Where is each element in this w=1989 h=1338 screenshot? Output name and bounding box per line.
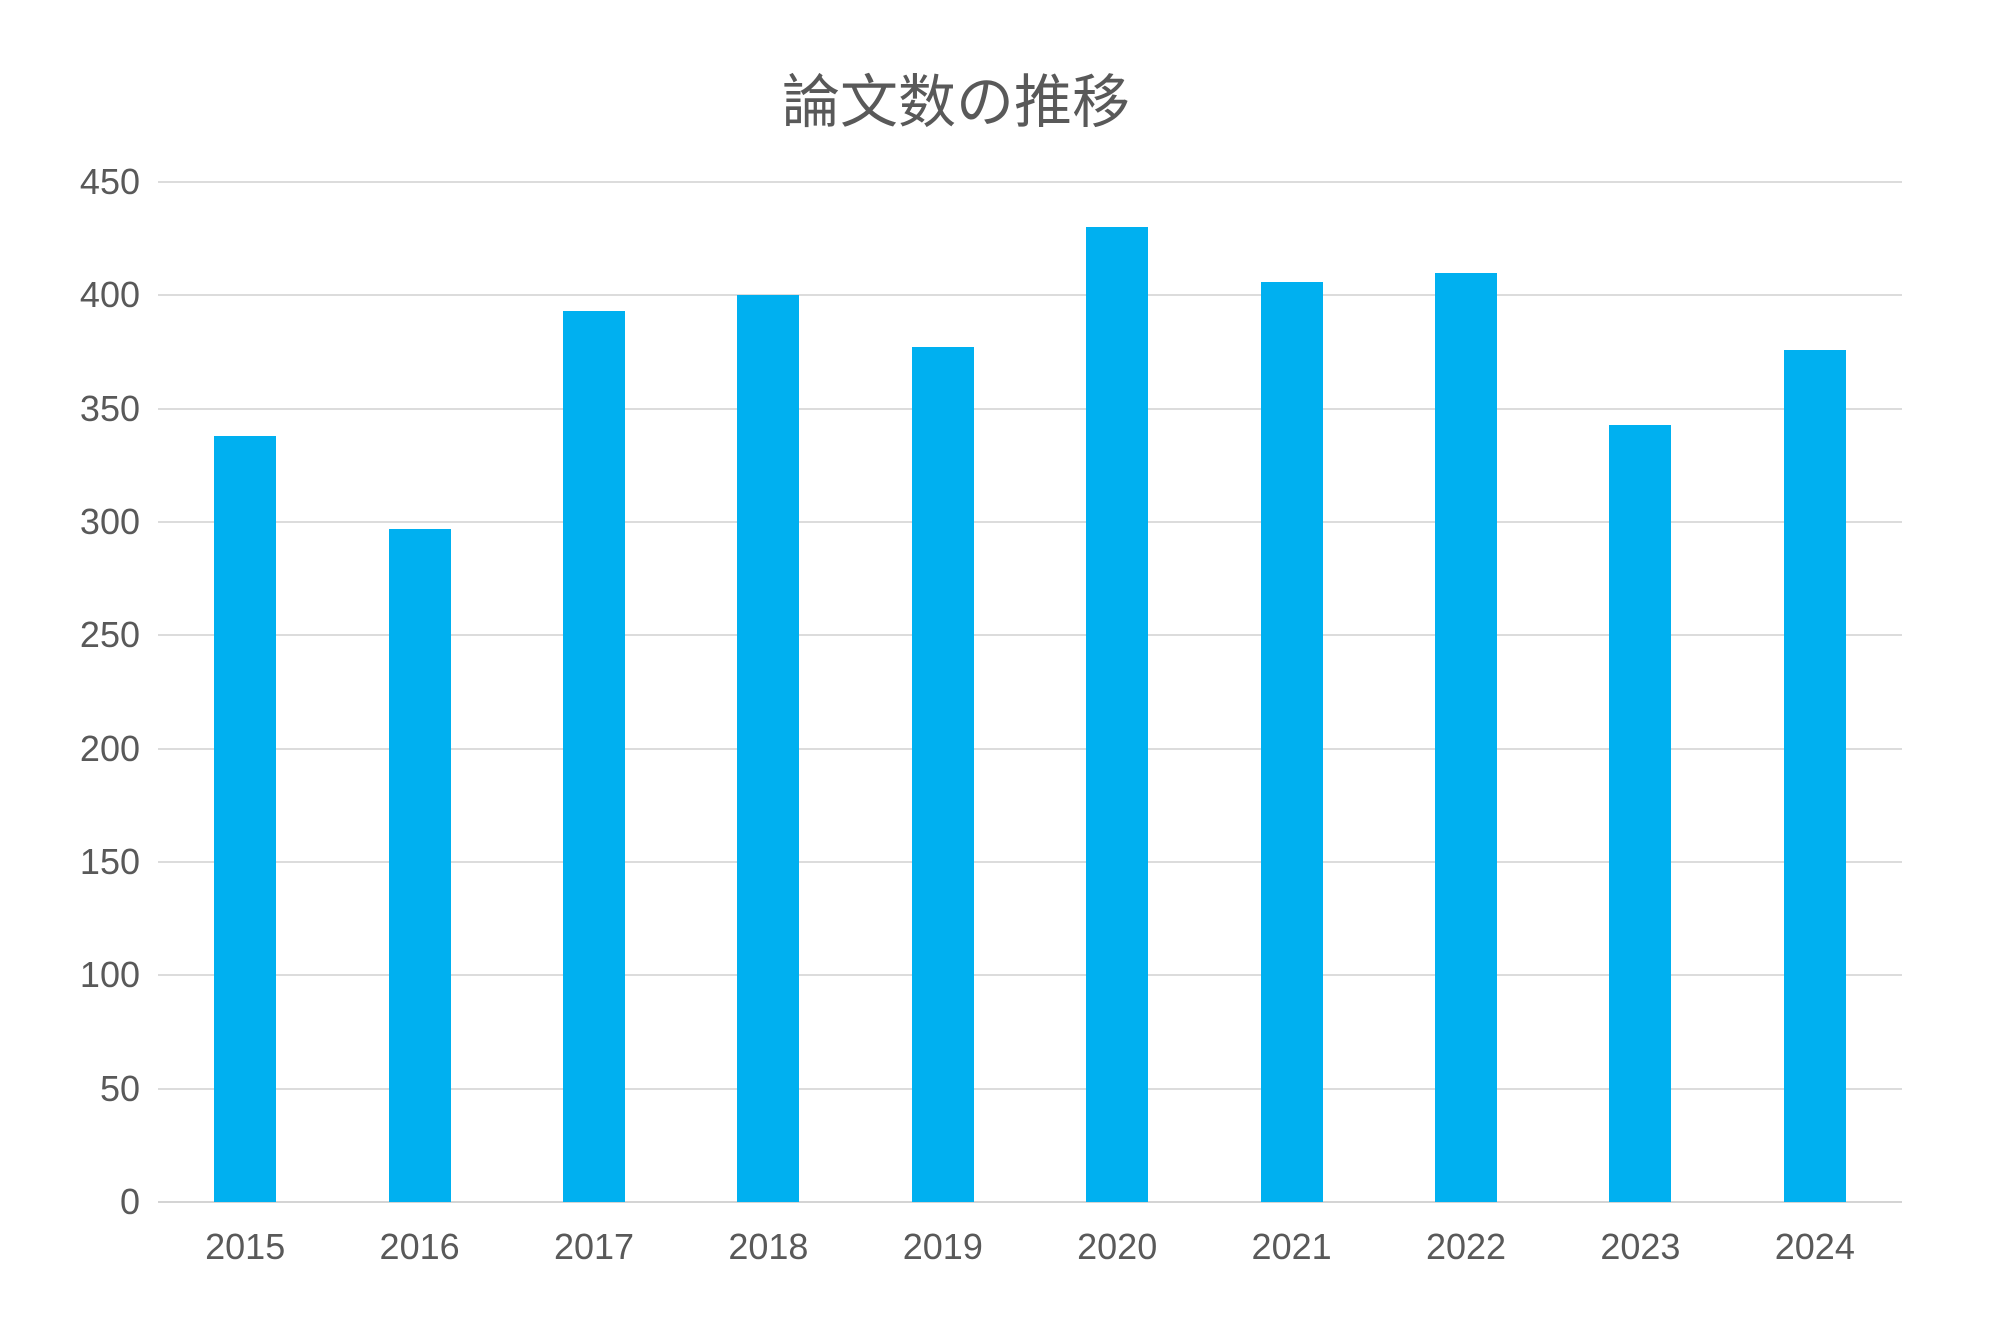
x-tick-label-2023: 2023 (1600, 1226, 1681, 1267)
gridline-450 (158, 181, 1902, 183)
bar-2015 (214, 435, 277, 1202)
bar-2024 (1783, 349, 1846, 1202)
x-tick-label-2021: 2021 (1251, 1226, 1332, 1267)
y-tick-label-350: 350 (79, 387, 140, 429)
gridline-50 (158, 1087, 1902, 1090)
y-tick-label-200: 200 (79, 727, 140, 769)
x-tick-label-2019: 2019 (902, 1226, 983, 1267)
x-tick-label-2022: 2022 (1425, 1226, 1507, 1267)
x-tick-label-2018: 2018 (728, 1226, 809, 1267)
x-tick-label-2015: 2015 (205, 1226, 286, 1267)
gridline-0 (158, 1201, 1902, 1203)
y-tick-label-150: 150 (79, 841, 140, 882)
bar-2016 (388, 528, 451, 1202)
y-tick-label-0: 0 (119, 1181, 140, 1222)
bar-2021 (1260, 281, 1323, 1202)
y-tick-label-50: 50 (99, 1067, 140, 1109)
y-tick-label-100: 100 (79, 954, 140, 996)
bar-2022 (1435, 272, 1497, 1202)
gridline-300 (158, 521, 1902, 523)
plot-area: 450 400 350 300 250 200 150 100 50 0 2015 2016 2017… (80, 161, 1902, 1267)
gridline-400 (158, 294, 1902, 297)
bar-2020 (1086, 227, 1149, 1202)
gridline-250 (158, 634, 1902, 637)
bar-2018 (737, 295, 800, 1202)
bar-2019 (911, 347, 974, 1202)
bar-2017 (563, 311, 625, 1202)
bar-2023 (1609, 424, 1672, 1202)
chart-title: 論文数の推移 (781, 70, 1130, 135)
gridline-350 (158, 407, 1902, 410)
gridline-200 (158, 747, 1902, 750)
x-tick-label-2024: 2024 (1774, 1226, 1855, 1267)
x-tick-label-2020: 2020 (1077, 1226, 1158, 1267)
y-tick-label-450: 450 (79, 161, 140, 202)
gridline-100 (158, 974, 1902, 977)
y-tick-label-250: 250 (79, 614, 140, 656)
gridline-150 (158, 861, 1902, 863)
y-tick-label-300: 300 (79, 501, 140, 542)
x-tick-label-2016: 2016 (379, 1226, 460, 1267)
y-tick-label-400: 400 (79, 274, 140, 316)
x-tick-label-2017: 2017 (553, 1226, 635, 1267)
